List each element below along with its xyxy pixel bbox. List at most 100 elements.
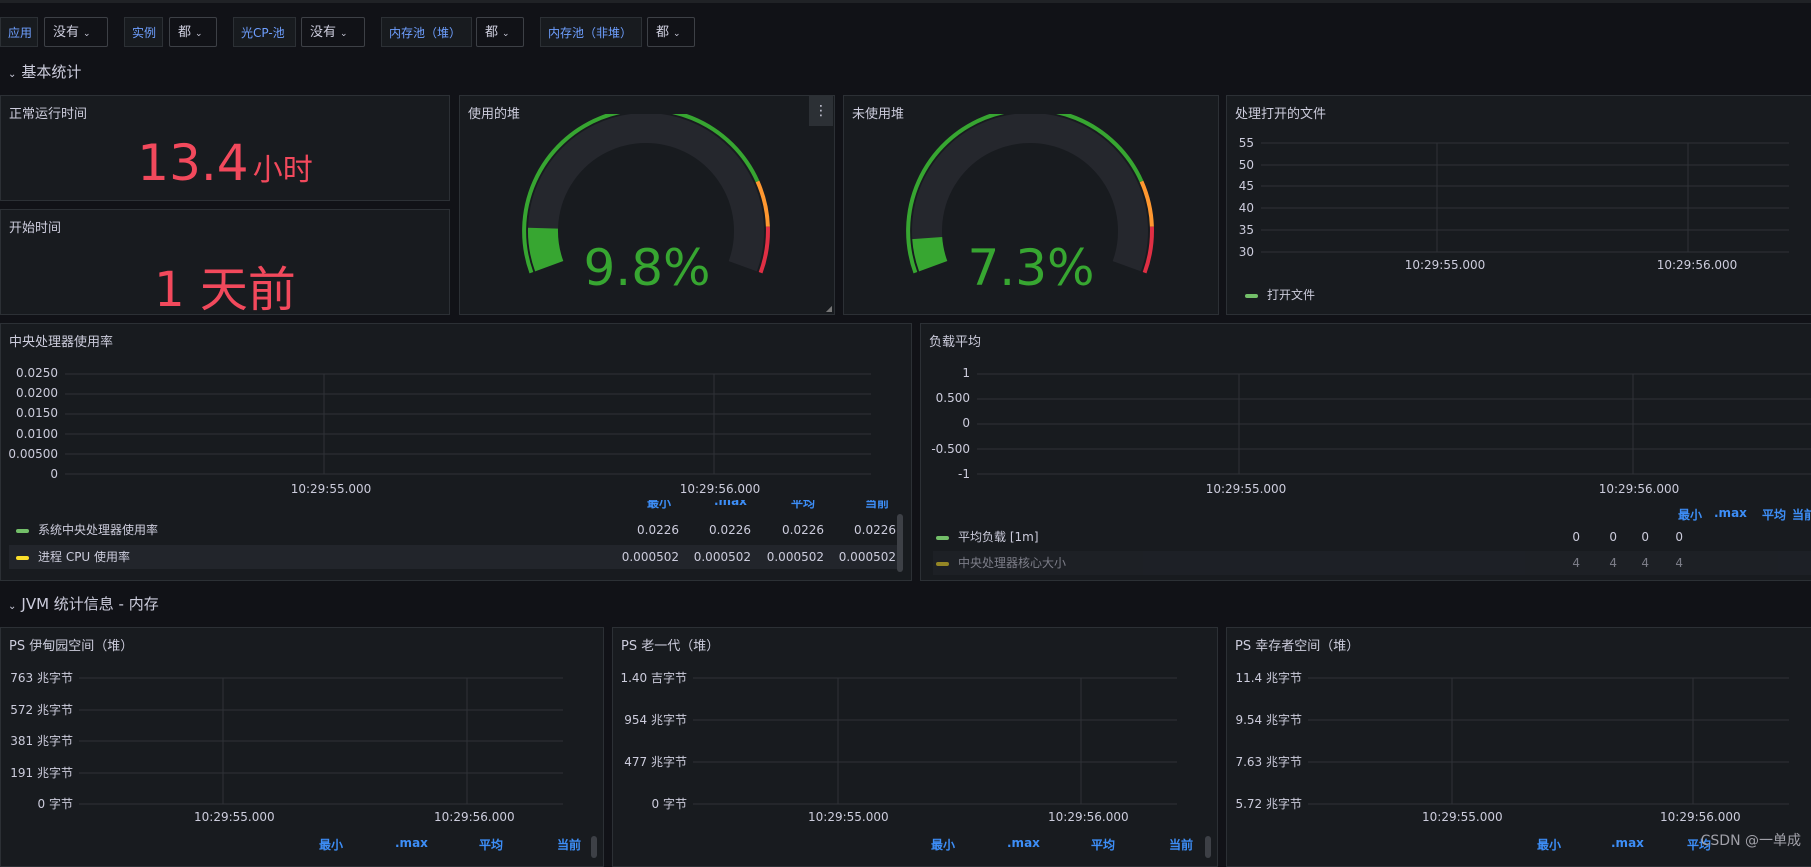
col-min[interactable]: 最小 [1678,508,1703,522]
col-avg[interactable]: 平均 [479,838,504,852]
gauge-threshold-green [906,114,1144,274]
chevron-down-icon: ⌄ [8,69,17,80]
col-avg[interactable]: 平均 [791,500,816,510]
legend-row[interactable]: 进程 CPU 使用率 0.000502 0.000502 0.000502 0.… [9,545,899,569]
panel-title: 未使用堆 [852,107,905,122]
panel-title: PS 幸存者空间（堆） [1235,639,1360,654]
y-tick: 35 [1239,223,1254,237]
gauge-threshold-red [1142,226,1154,274]
x-tick: 10:29:56.000 [1657,258,1738,272]
x-tick: 10:29:56.000 [1048,810,1129,824]
y-tick: 381 兆字节 [10,733,73,748]
col-current[interactable]: 当前 [1792,508,1811,522]
legend-scrollbar[interactable] [897,514,903,572]
panel-cpu-usage[interactable]: 中央处理器使用率 0.0250 0.0200 0.0150 0.0100 0.0… [0,323,912,581]
series-swatch [16,555,29,560]
resize-handle[interactable]: ◢ [825,304,832,313]
var-select-heap[interactable]: 都 ⌄ [476,17,524,47]
survivor-graph: 11.4 兆字节 9.54 兆字节 7.63 兆字节 5.72 兆字节 [1235,670,1789,811]
y-tick: 0.0100 [16,427,58,441]
y-tick: 45 [1239,179,1254,193]
gauge-threshold-orange [1139,180,1154,227]
x-tick: 10:29:56.000 [1599,482,1680,496]
x-tick: 10:29:56.000 [1660,810,1741,824]
y-tick: 0.500 [936,391,970,405]
var-select-pool[interactable]: 没有 ⌄ [301,17,365,47]
col-min[interactable]: 最小 [931,838,956,852]
legend-scrollbar[interactable] [1205,836,1211,858]
x-tick: 10:29:55.000 [808,810,889,824]
grid [1308,677,1789,805]
gauge-value-arc [912,236,948,272]
panel-heap-used[interactable]: 使用的堆 ⋮ 9.8% ◢ [459,95,835,315]
panel-uptime[interactable]: 正常运行时间 13.4 小时 [0,95,450,201]
panel-ps-eden[interactable]: PS 伊甸园空间（堆） 763 兆字节 572 兆字节 381 兆字节 191 … [0,627,604,867]
grid [1261,142,1789,253]
panel-title: PS 老一代（堆） [621,639,720,654]
y-tick: 1 [962,366,970,380]
row-jvm-memory[interactable]: ⌄ JVM 统计信息 - 内存 [8,595,159,613]
y-tick: -1 [958,467,970,481]
legend-row[interactable]: 系统中央处理器使用率 0.0226 0.0226 0.0226 0.0226 [9,518,899,542]
panel-ps-survivor[interactable]: PS 幸存者空间（堆） 11.4 兆字节 9.54 兆字节 7.63 兆字节 5… [1226,627,1811,867]
non-heap-used-value: 7.3% [967,239,1095,297]
cpu-graph: 0.0250 0.0200 0.0150 0.0100 0.00500 0 10… [8,366,871,496]
y-tick: 0.0200 [16,386,58,400]
var-select-instance[interactable]: 都 ⌄ [169,17,217,47]
gauge-track [912,114,1148,272]
old-gen-graph: 1.40 吉字节 954 兆字节 477 兆字节 0 字节 [620,670,1177,811]
y-tick: 954 兆字节 [624,712,687,727]
panel-load-average[interactable]: 负载平均 1 0.500 0 -0.500 -1 10:29:55.000 10… [920,323,1811,581]
panel-ps-old-gen[interactable]: PS 老一代（堆） 1.40 吉字节 954 兆字节 477 兆字节 0 字节 … [612,627,1218,867]
gauge-track [528,114,764,272]
col-max[interactable]: .max [714,500,747,508]
gauge-threshold-red [758,226,770,274]
var-label-instance: 实例 [124,17,163,47]
panel-start-time[interactable]: 开始时间 1 天前 [0,209,450,318]
y-tick: 0.00500 [8,447,58,461]
var-label-heap: 内存池（堆） [381,17,472,47]
col-current[interactable]: 当前 [1169,838,1194,852]
col-max[interactable]: .max [1007,836,1040,850]
y-tick: 0.0150 [16,406,58,420]
uptime-value: 13.4 小时 [137,134,313,192]
series-swatch [1245,293,1258,298]
col-min[interactable]: 最小 [319,838,344,852]
load-graph: 1 0.500 0 -0.500 -1 10:29:55.000 10:29:5… [931,366,1811,496]
col-avg[interactable]: 平均 [1687,838,1712,852]
var-select-app[interactable]: 没有 ⌄ [44,17,108,47]
col-min[interactable]: 最小 [1537,838,1562,852]
col-avg[interactable]: 平均 [1091,838,1116,852]
chevron-down-icon: ⌄ [195,29,203,39]
grid [65,373,871,475]
y-tick: 0 [50,467,58,481]
panel-non-heap-used[interactable]: 未使用堆 7.3% [843,95,1219,315]
panel-menu-button[interactable]: ⋮ [809,96,833,126]
open-files-graph: 55 50 45 40 35 30 10:29:55.000 10:29:56.… [1239,136,1789,272]
var-label-pool: 光CP-池 [233,17,296,47]
y-tick: 0 字节 [652,796,687,811]
y-tick: 763 兆字节 [10,670,73,685]
legend-row[interactable]: 中央处理器核心大小 4 4 4 4 [933,551,1811,575]
legend-scrollbar[interactable] [591,836,597,858]
col-max[interactable]: .max [1714,506,1747,520]
col-max[interactable]: .max [1611,836,1644,850]
col-avg[interactable]: 平均 [1762,508,1787,522]
col-min[interactable]: 最小 [647,500,672,510]
legend-item[interactable]: 打开文件 [1245,283,1315,307]
chevron-down-icon: ⌄ [83,29,91,39]
y-tick: 191 兆字节 [10,765,73,780]
panel-title: 使用的堆 [468,107,521,122]
non-heap-gauge [906,114,1154,274]
panel-open-files[interactable]: 处理打开的文件 55 50 45 40 35 30 10:29:55.000 1… [1226,95,1811,315]
row-basic-stats[interactable]: ⌄ 基本统计 [8,63,82,81]
series-swatch [16,528,29,533]
heap-used-value: 9.8% [583,239,711,297]
col-current[interactable]: 当前 [865,500,890,510]
col-max[interactable]: .max [395,836,428,850]
y-axis: 55 50 45 40 35 30 [1239,136,1254,259]
col-current[interactable]: 当前 [557,838,582,852]
legend-row[interactable]: 平均负载 [1m] 0 0 0 0 [933,525,1811,549]
x-tick: 10:29:55.000 [194,810,275,824]
var-select-nonheap[interactable]: 都 ⌄ [647,17,695,47]
